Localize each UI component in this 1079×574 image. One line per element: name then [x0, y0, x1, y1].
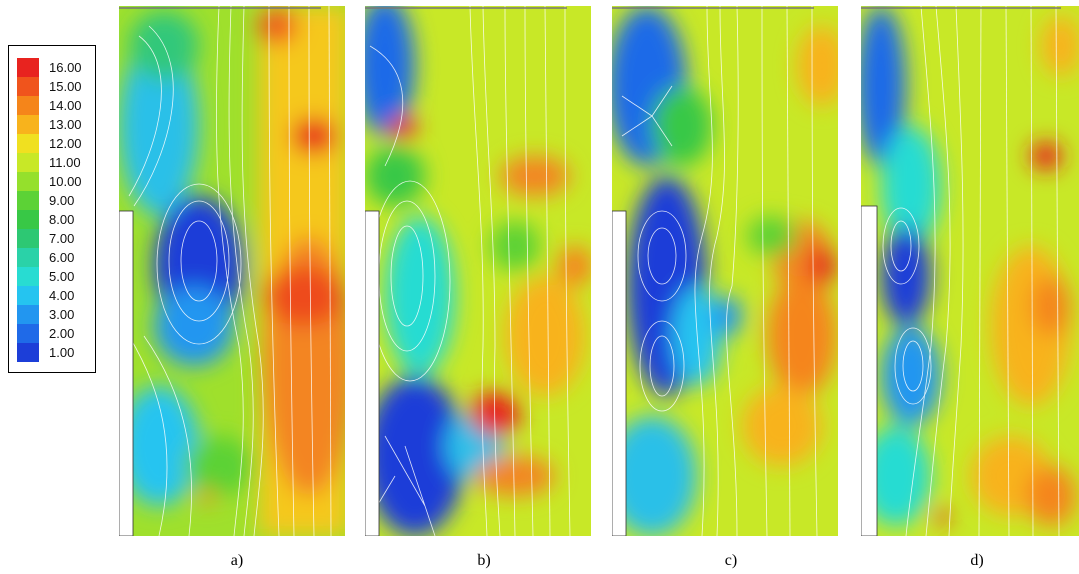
legend-swatch — [17, 210, 39, 229]
flow-field-panel-a — [119, 6, 345, 536]
legend-swatch — [17, 343, 39, 362]
legend-row: 6.00 — [17, 248, 93, 267]
legend-label: 10.00 — [49, 174, 82, 189]
legend-row: 11.00 — [17, 153, 93, 172]
legend-row: 7.00 — [17, 229, 93, 248]
legend-label: 7.00 — [49, 231, 75, 246]
legend-swatch — [17, 324, 39, 343]
legend-label: 4.00 — [49, 288, 75, 303]
legend-swatch — [17, 267, 39, 286]
caption-b: b) — [477, 552, 491, 569]
legend-row: 2.00 — [17, 324, 93, 343]
legend-swatch — [17, 172, 39, 191]
legend-label: 6.00 — [49, 250, 75, 265]
legend-swatch — [17, 58, 39, 77]
legend-label: 5.00 — [49, 269, 75, 284]
legend-row: 12.00 — [17, 134, 93, 153]
legend-label: 12.00 — [49, 136, 82, 151]
legend-swatch — [17, 96, 39, 115]
legend-row: 9.00 — [17, 191, 93, 210]
legend-row: 16.00 — [17, 58, 93, 77]
legend-label: 11.00 — [49, 155, 81, 170]
legend-row: 5.00 — [17, 267, 93, 286]
flow-field-panel-b — [365, 6, 591, 536]
legend-label: 9.00 — [49, 193, 75, 208]
legend-swatch — [17, 286, 39, 305]
legend-row: 1.00 — [17, 343, 93, 362]
legend-row: 8.00 — [17, 210, 93, 229]
legend-swatch — [17, 229, 39, 248]
legend-label: 13.00 — [49, 117, 82, 132]
legend-row: 10.00 — [17, 172, 93, 191]
legend-swatch — [17, 77, 39, 96]
legend-label: 15.00 — [49, 79, 82, 94]
legend-row: 14.00 — [17, 96, 93, 115]
legend-row: 15.00 — [17, 77, 93, 96]
legend-row: 3.00 — [17, 305, 93, 324]
caption-d: d) — [970, 552, 984, 569]
legend-label: 16.00 — [49, 60, 82, 75]
legend-label: 1.00 — [49, 345, 75, 360]
legend-label: 2.00 — [49, 326, 75, 341]
legend-swatch — [17, 134, 39, 153]
legend-label: 3.00 — [49, 307, 75, 322]
legend-swatch — [17, 191, 39, 210]
legend-row: 13.00 — [17, 115, 93, 134]
legend-label: 8.00 — [49, 212, 75, 227]
legend-row: 4.00 — [17, 286, 93, 305]
legend-swatch — [17, 305, 39, 324]
flow-field-panel-c — [612, 6, 838, 536]
legend-swatch — [17, 115, 39, 134]
flow-field-panel-d — [861, 6, 1079, 536]
legend-swatch — [17, 248, 39, 267]
caption-a: a) — [230, 552, 244, 569]
legend-label: 14.00 — [49, 98, 82, 113]
color-scale-legend: 16.00 15.00 14.00 13.00 12.00 11.00 10.0… — [8, 45, 96, 373]
caption-c: c) — [724, 552, 738, 569]
legend-swatch — [17, 153, 39, 172]
